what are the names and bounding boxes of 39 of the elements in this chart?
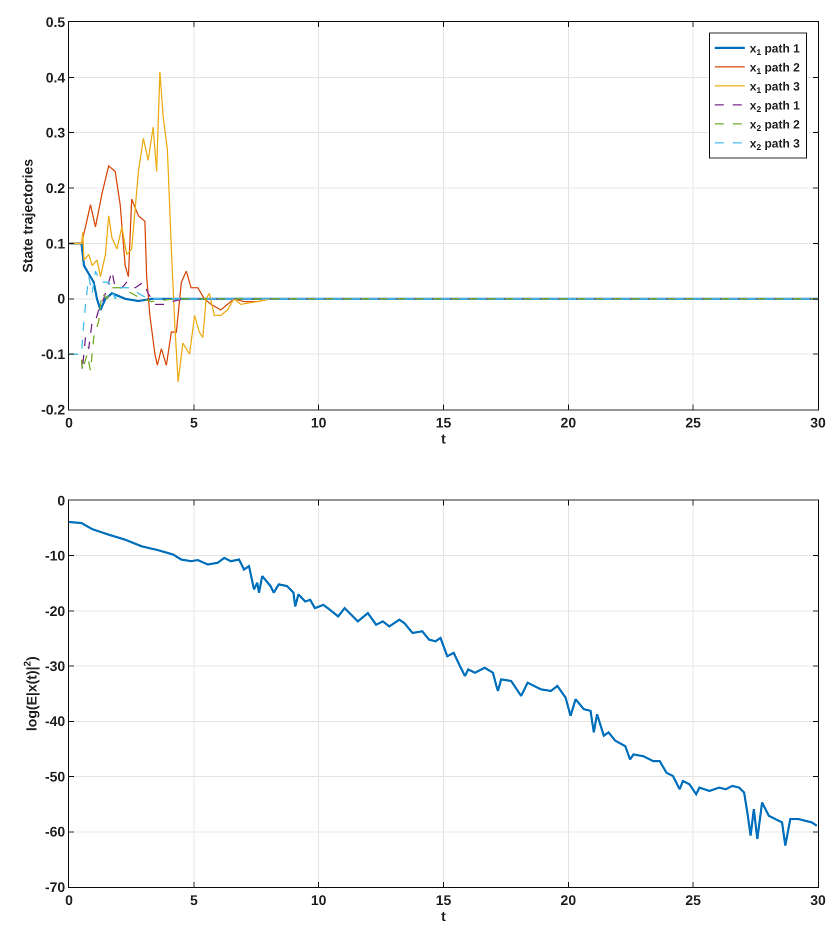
x-axis-title: t: [441, 908, 446, 924]
x-tick-label: 15: [436, 414, 452, 430]
legend-label: x$_{1}$ path 2: [750, 60, 800, 76]
line-series: [69, 520, 818, 847]
y-tick-label: -50: [44, 768, 66, 784]
x-tick-label: 10: [310, 414, 327, 430]
y-tick-label: -0.1: [41, 346, 66, 362]
y-tick-label: -10: [44, 548, 66, 564]
x-axis-title: t: [441, 430, 446, 446]
y-tick-label: -40: [44, 713, 66, 730]
x-tick-label: 15: [436, 892, 452, 908]
line-series: [69, 242, 818, 311]
y-tick-label: 0.5: [46, 14, 66, 30]
legend-label: x$_{1}$ path 1: [750, 42, 800, 58]
x-tick-label: 20: [560, 414, 576, 430]
x-tick-label: 5: [190, 892, 198, 908]
y-tick-label: 0: [57, 492, 66, 508]
y-tick-label: -60: [44, 824, 66, 840]
y-tick-label: 0.3: [46, 124, 66, 141]
legend-label: x$_{2}$ path 1: [750, 98, 800, 114]
legend-label: x$_{1}$ path 3: [750, 80, 800, 96]
x-tick-label: 10: [310, 892, 327, 908]
y-tick-label: -0.2: [41, 401, 66, 418]
y-tick-label: 0.2: [46, 180, 66, 196]
y-tick-label: -30: [44, 658, 66, 674]
x-tick-label: 25: [685, 892, 702, 908]
y-tick-label: 0.1: [46, 235, 66, 252]
y-tick-label: 0.4: [46, 69, 66, 86]
y-tick-label: -20: [44, 602, 66, 619]
legend-label: x$_{2}$ path 2: [750, 118, 800, 134]
x-tick-label: 5: [190, 414, 198, 430]
legend-label: x$_{2}$ path 3: [750, 136, 800, 152]
y-axis-title: State trajectories: [20, 158, 36, 273]
x-tick-label: 30: [810, 892, 826, 908]
y-tick-label: 0: [57, 290, 66, 307]
x-tick-label: 20: [560, 892, 576, 908]
x-tick-label: 25: [685, 414, 702, 430]
y-tick-label: -70: [44, 878, 66, 895]
x-tick-label: 30: [810, 414, 826, 430]
